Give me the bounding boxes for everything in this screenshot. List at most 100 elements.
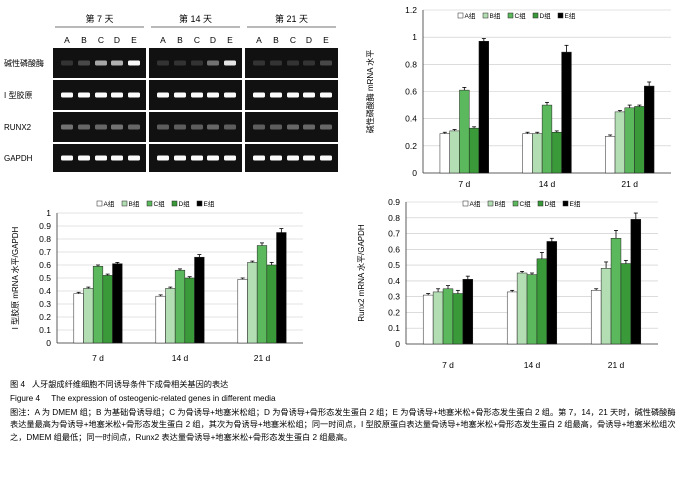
bar-5-3	[630, 219, 642, 345]
gel-band	[95, 124, 107, 130]
gel-band	[128, 60, 140, 66]
bar-3-1	[459, 89, 470, 174]
gel-row-label: 碱性磷酸酶	[4, 58, 44, 68]
legend-entry: A组	[465, 11, 476, 20]
gel-day-label: 第 21 天	[275, 13, 308, 24]
y-tick-label: 0.4	[388, 276, 400, 286]
gel-band	[253, 92, 265, 98]
gel-day-label: 第 14 天	[179, 13, 212, 24]
bar-2-1	[83, 288, 94, 344]
legend-swatch	[146, 200, 153, 207]
y-tick-label: 0.2	[405, 141, 417, 151]
x-tick-label: 14 d	[172, 353, 189, 363]
gel-lane-letter: B	[177, 35, 183, 45]
legend-swatch	[196, 200, 203, 207]
gel-band	[287, 124, 299, 130]
bar-3-2	[174, 269, 186, 344]
bar-4-2	[551, 132, 562, 174]
y-tick-label: 0.4	[405, 114, 417, 124]
bar-4-3	[266, 264, 277, 344]
legend-entry: A组	[104, 199, 115, 208]
y-axis-label: Runx2 mRNA 水平/GAPDH	[356, 224, 366, 322]
gel-band	[61, 155, 73, 161]
legend-entry: A组	[470, 199, 481, 208]
y-tick-label: 0.4	[39, 286, 51, 296]
x-tick-label: 7 d	[442, 360, 454, 370]
gel-band	[207, 155, 219, 161]
gel-row-label: GAPDH	[4, 154, 33, 163]
y-tick-label: 0.2	[39, 312, 51, 322]
bar-5-1	[112, 263, 123, 344]
bar-4-1	[102, 275, 113, 344]
bar-5-2	[546, 241, 558, 345]
y-tick-label: 0.3	[388, 292, 400, 302]
gel-lane-letter: C	[98, 35, 104, 45]
y-tick-label: 0	[412, 168, 417, 178]
gel-band	[287, 92, 299, 98]
gel-band	[207, 124, 219, 130]
y-axis-label: 碱性磷酸酶 mRNA 水平	[365, 50, 375, 134]
figure-caption-en: Figure 4 The expression of osteogenic-re…	[10, 393, 682, 405]
bar-4-2	[184, 277, 195, 344]
bar-3-2	[541, 104, 553, 174]
y-tick-label: 0.8	[405, 59, 417, 69]
legend-swatch	[462, 200, 469, 207]
bar-5-1	[462, 279, 474, 345]
y-tick-label: 0.1	[39, 325, 51, 335]
bar-3-2	[526, 274, 538, 345]
bar-1-1	[422, 294, 434, 345]
gel-lane-letter: A	[256, 35, 262, 45]
gel-row-label: RUNX2	[4, 123, 32, 132]
legend-swatch	[537, 200, 544, 207]
bar-2-2	[165, 288, 176, 344]
bar-2-2	[532, 133, 543, 174]
legend-entry: D组	[540, 11, 552, 20]
legend-entry: C组	[515, 11, 527, 20]
gel-band	[320, 155, 332, 161]
legend-entry: E组	[570, 199, 581, 208]
figure-caption-zh: 图 4 人牙龈成纤维细胞不同诱导条件下成骨相关基因的表达	[10, 379, 682, 391]
legend-swatch	[557, 12, 564, 19]
y-tick-label: 0.8	[39, 234, 51, 244]
legend-swatch	[507, 12, 514, 19]
bar-4-2	[536, 258, 548, 345]
gel-lane-letter: C	[290, 35, 296, 45]
bar-3-3	[624, 107, 635, 174]
gel-band	[95, 92, 107, 98]
gel-band	[61, 60, 73, 66]
gel-band	[191, 60, 203, 66]
gel-band	[320, 60, 332, 66]
gel-day-label: 第 7 天	[85, 13, 113, 24]
gel-band	[224, 92, 236, 98]
gel-lane-letter: E	[323, 35, 329, 45]
gel-band	[111, 155, 123, 161]
legend-entry: E组	[565, 11, 576, 20]
gel-band	[303, 92, 315, 98]
x-tick-label: 21 d	[608, 360, 625, 370]
gel-band	[95, 60, 107, 66]
gel-lane-letter: C	[194, 35, 200, 45]
bar-4-3	[634, 106, 645, 174]
legend-entry: D组	[179, 199, 191, 208]
chart-alp-mrna: 0 0.2 0.4 0.6 0.8 1 1.2 碱性磷酸酶 mRNA 水平 7 d 14 d 21 …	[365, 5, 671, 189]
gel-band	[191, 124, 203, 130]
gel-band	[224, 155, 236, 161]
gel-band	[253, 155, 265, 161]
bar-2-1	[432, 291, 444, 345]
y-tick-label: 0.5	[39, 273, 51, 283]
gel-band	[253, 60, 265, 66]
caption-en-label: Figure 4	[10, 394, 41, 403]
y-tick-label: 0.7	[388, 229, 400, 239]
gel-band	[157, 92, 169, 98]
legend-swatch	[487, 200, 494, 207]
gel-band	[224, 124, 236, 130]
legend-entry: D组	[545, 199, 557, 208]
bar-1-1	[73, 293, 84, 344]
y-tick-label: 0	[395, 339, 400, 349]
gel-band	[61, 92, 73, 98]
gel-band	[191, 92, 203, 98]
gel-band	[320, 124, 332, 130]
legend-entry: B组	[129, 199, 140, 208]
gel-band	[287, 155, 299, 161]
